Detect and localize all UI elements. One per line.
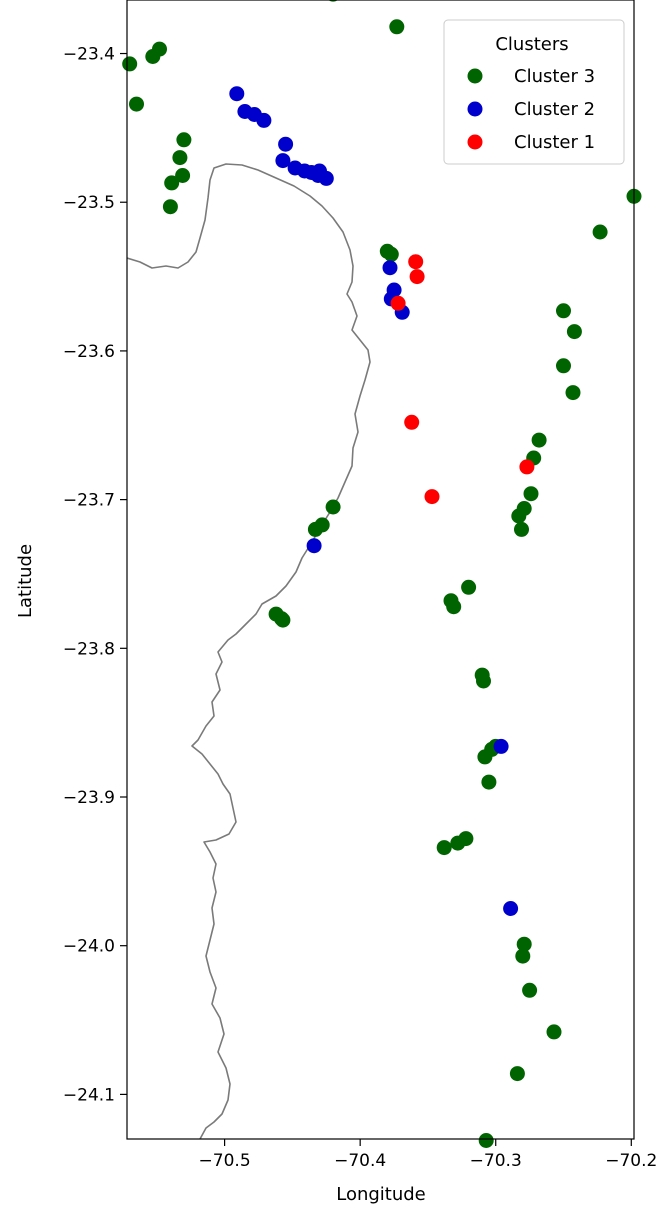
data-point-cluster-3 — [437, 840, 452, 855]
data-point-cluster-2 — [319, 171, 334, 186]
legend-label: Cluster 3 — [514, 66, 595, 87]
data-point-cluster-3 — [522, 983, 537, 998]
data-point-cluster-3 — [308, 522, 323, 537]
data-point-cluster-3 — [567, 324, 582, 339]
data-point-cluster-3 — [511, 509, 526, 524]
data-point-cluster-1 — [408, 254, 423, 269]
x-axis: −70.5 −70.4 −70.3 −70.2 — [199, 1139, 658, 1171]
data-point-cluster-3 — [172, 150, 187, 165]
data-point-cluster-3 — [515, 949, 530, 964]
y-tick-label: −23.5 — [63, 193, 115, 213]
data-point-cluster-3 — [163, 199, 178, 214]
y-tick-label: −23.6 — [63, 342, 115, 362]
data-point-cluster-1 — [391, 296, 406, 311]
data-point-cluster-3 — [593, 225, 608, 240]
data-point-cluster-3 — [510, 1066, 525, 1081]
data-point-cluster-2 — [503, 901, 518, 916]
legend-marker — [468, 102, 483, 117]
legend-marker — [468, 135, 483, 150]
data-point-cluster-1 — [410, 269, 425, 284]
data-point-cluster-2 — [383, 260, 398, 275]
data-point-cluster-3 — [566, 385, 581, 400]
y-tick-label: −23.4 — [63, 45, 115, 65]
data-point-cluster-2 — [229, 86, 244, 101]
data-point-cluster-3 — [479, 1133, 494, 1148]
data-point-cluster-3 — [461, 580, 476, 595]
coastline — [127, 164, 370, 1139]
legend-title: Clusters — [495, 34, 568, 55]
data-point-cluster-3 — [556, 303, 571, 318]
legend: Clusters Cluster 3 Cluster 2 Cluster 1 — [444, 20, 624, 164]
data-point-cluster-1 — [404, 415, 419, 430]
data-point-cluster-3 — [547, 1024, 562, 1039]
data-point-cluster-3 — [556, 358, 571, 373]
data-point-cluster-3 — [326, 500, 341, 515]
x-tick-label: −70.4 — [334, 1151, 386, 1171]
legend-marker — [468, 69, 483, 84]
data-point-cluster-2 — [278, 137, 293, 152]
data-point-cluster-3 — [164, 175, 179, 190]
y-tick-label: −23.7 — [63, 491, 115, 511]
data-point-cluster-3 — [524, 486, 539, 501]
y-tick-label: −24.0 — [63, 937, 115, 957]
data-point-cluster-2 — [494, 739, 509, 754]
x-tick-label: −70.3 — [470, 1151, 522, 1171]
data-point-cluster-3 — [275, 613, 290, 628]
legend-label: Cluster 1 — [514, 132, 595, 153]
data-point-cluster-3 — [176, 132, 191, 147]
y-tick-label: −23.9 — [63, 788, 115, 808]
y-tick-label: −24.1 — [63, 1085, 115, 1105]
y-tick-label: −23.8 — [63, 639, 115, 659]
points-layer — [122, 0, 641, 1148]
data-point-cluster-3 — [477, 749, 492, 764]
x-axis-label: Longitude — [336, 1184, 426, 1205]
data-point-cluster-3 — [532, 433, 547, 448]
data-point-cluster-3 — [389, 19, 404, 34]
data-point-cluster-3 — [481, 775, 496, 790]
data-point-cluster-3 — [450, 836, 465, 851]
data-point-cluster-3 — [152, 42, 167, 57]
x-tick-label: −70.2 — [605, 1151, 657, 1171]
data-point-cluster-3 — [384, 247, 399, 262]
data-point-cluster-2 — [307, 538, 322, 553]
data-point-cluster-1 — [519, 459, 534, 474]
data-point-cluster-1 — [425, 489, 440, 504]
y-axis: −23.4 −23.5 −23.6 −23.7 −23.8 −23.9 −24.0 −24.1 — [63, 45, 127, 1106]
data-point-cluster-3 — [476, 674, 491, 689]
data-point-cluster-2 — [256, 113, 271, 128]
y-axis-label: Latitude — [15, 544, 36, 618]
legend-label: Cluster 2 — [514, 99, 595, 120]
x-tick-label: −70.5 — [199, 1151, 251, 1171]
data-point-cluster-3 — [446, 599, 461, 614]
coastline-layer — [127, 164, 370, 1139]
data-point-cluster-3 — [514, 522, 529, 537]
data-point-cluster-3 — [122, 56, 137, 71]
data-point-cluster-3 — [129, 97, 144, 112]
plot-area-frame — [127, 0, 634, 1139]
